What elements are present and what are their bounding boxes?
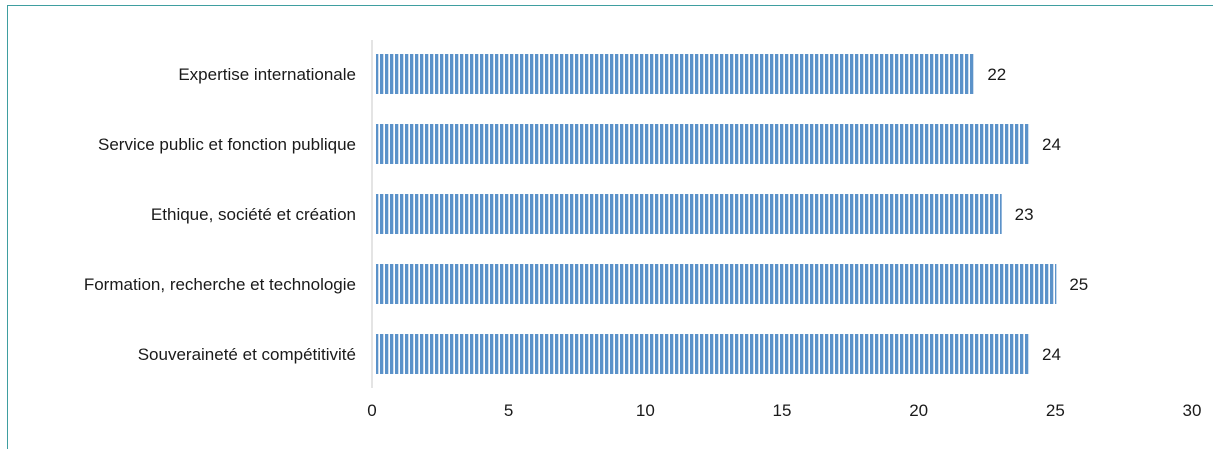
category-label: Souveraineté et compétitivité — [138, 345, 356, 364]
category-label: Service public et fonction publique — [98, 135, 356, 154]
bar — [376, 194, 1002, 234]
chart-frame — [7, 5, 1213, 449]
x-tick-label: 15 — [773, 401, 792, 420]
x-tick-label: 20 — [909, 401, 928, 420]
category-label: Ethique, société et création — [151, 205, 356, 224]
bar — [376, 264, 1057, 304]
category-label: Formation, recherche et technologie — [84, 275, 356, 294]
x-tick-label: 5 — [504, 401, 513, 420]
value-label: 24 — [1042, 135, 1061, 154]
value-label: 22 — [987, 65, 1006, 84]
x-tick-label: 30 — [1183, 401, 1202, 420]
bar — [376, 54, 975, 94]
bar — [376, 334, 1029, 374]
x-tick-label: 0 — [367, 401, 376, 420]
bar — [376, 124, 1029, 164]
x-tick-label: 25 — [1046, 401, 1065, 420]
value-label: 23 — [1015, 205, 1034, 224]
value-label: 25 — [1069, 275, 1088, 294]
category-label: Expertise internationale — [178, 65, 356, 84]
value-label: 24 — [1042, 345, 1061, 364]
x-tick-label: 10 — [636, 401, 655, 420]
